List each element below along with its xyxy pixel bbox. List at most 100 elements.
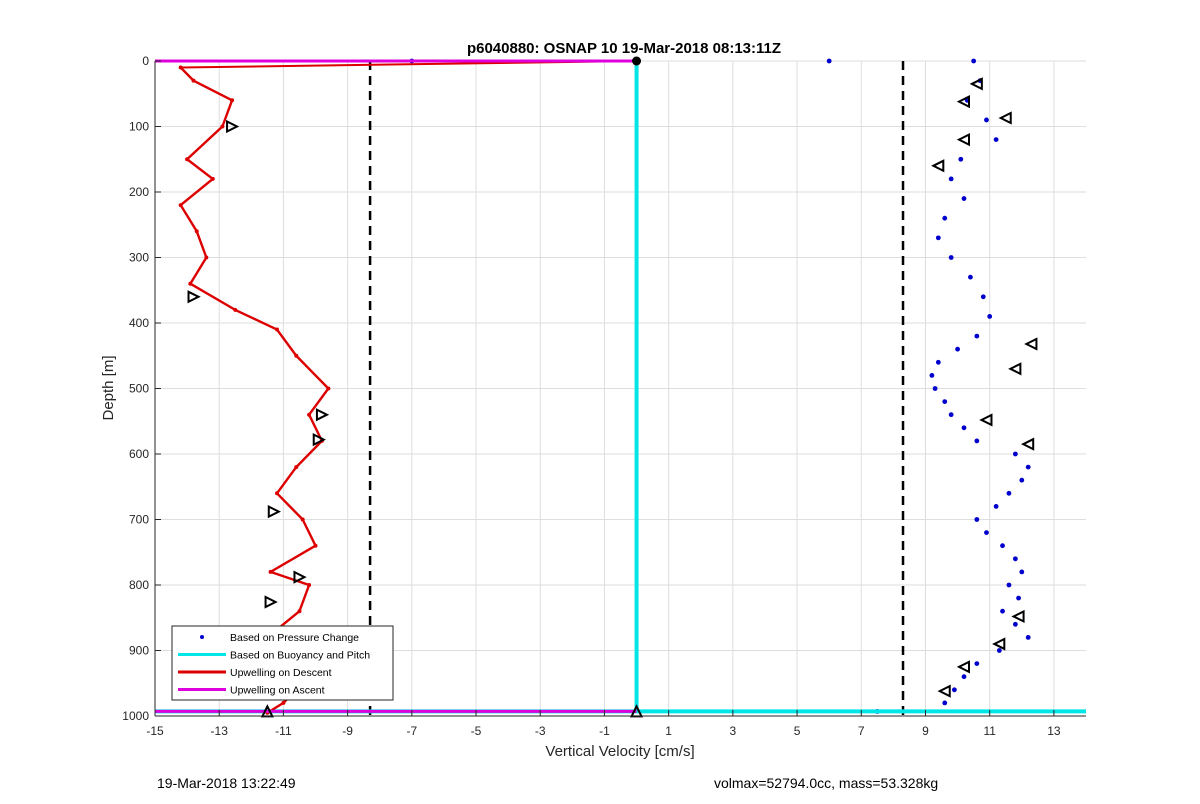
descent-point <box>204 255 209 260</box>
pressure-point <box>987 314 993 319</box>
legend-swatch <box>200 635 204 639</box>
descent-point <box>274 491 279 496</box>
footer-stats: volmax=52794.0cc, mass=53.328kg <box>714 775 939 791</box>
y-tick-label: 800 <box>129 578 149 592</box>
y-axis-label: Depth [m] <box>100 355 117 420</box>
x-tick-label: -9 <box>342 724 353 738</box>
pressure-point <box>1006 582 1012 588</box>
pressure-point <box>984 530 989 535</box>
x-tick-label: -13 <box>211 724 229 738</box>
descent-point <box>230 98 235 103</box>
pressure-point <box>942 399 948 404</box>
grid <box>154 60 1086 717</box>
legend-entry: Based on Buoyancy and Pitch <box>230 650 370 662</box>
pressure-point <box>1025 464 1031 470</box>
x-tick-label: -15 <box>146 724 164 738</box>
surface-marker <box>632 56 642 66</box>
x-tick-label: 5 <box>794 724 801 738</box>
ascent-marker <box>969 77 983 91</box>
ascent-marker <box>956 132 971 147</box>
reference-lines <box>368 61 905 716</box>
descent-point <box>188 281 193 286</box>
pressure-point <box>974 661 980 666</box>
pressure-point <box>968 274 973 280</box>
pressure-point <box>1019 477 1025 483</box>
y-tick-labels: 0 100 200 300 400 500 600 700 800 900 1000 <box>122 54 149 723</box>
ascent-marker <box>998 111 1012 125</box>
y-tick-label: 0 <box>142 54 149 68</box>
descent-point <box>185 157 190 162</box>
descent-point <box>274 327 279 332</box>
ascent-marker <box>1024 337 1038 351</box>
descent-point <box>326 386 331 391</box>
descent-point <box>294 353 299 358</box>
pressure-point <box>961 425 967 431</box>
pressure-point <box>1012 556 1018 562</box>
x-tick-label: 11 <box>983 724 996 738</box>
x-tick-label: 7 <box>858 724 865 738</box>
x-axis-label: Vertical Velocity [cm/s] <box>545 743 694 760</box>
pressure-point <box>1000 608 1005 614</box>
descent-point <box>178 65 183 70</box>
legend-box <box>171 625 394 701</box>
ascent-marker <box>931 159 945 173</box>
y-tick-label: 200 <box>129 185 149 199</box>
descent-marker <box>315 408 330 422</box>
pressure-point <box>948 412 954 418</box>
pressure-point <box>942 215 948 221</box>
ascent-marker <box>1011 609 1025 624</box>
descent-marker <box>264 595 278 609</box>
ascent-marker <box>979 413 993 427</box>
pressure-point <box>980 294 986 300</box>
x-tick-label: -1 <box>599 724 610 738</box>
axes <box>154 60 1086 717</box>
y-tick-label: 900 <box>129 644 149 658</box>
y-tick-label: 100 <box>129 120 149 134</box>
ascent-marker <box>992 637 1006 651</box>
descent-point <box>233 307 238 312</box>
ascent-marker <box>1020 437 1035 451</box>
pressure-point <box>1006 490 1012 496</box>
ascent-marker <box>937 684 951 698</box>
descent-point <box>307 412 312 417</box>
pressure-point <box>996 648 1002 653</box>
pressure-point <box>929 373 935 378</box>
descent-point <box>297 609 302 614</box>
legend-entry: Based on Pressure Change <box>230 632 359 644</box>
y-tick-label: 500 <box>129 382 149 396</box>
descent-point <box>194 229 199 234</box>
pressure-point <box>942 700 948 706</box>
x-tick-label: -11 <box>275 724 292 738</box>
ascent-marker <box>956 94 971 109</box>
pressure-point <box>1025 635 1031 640</box>
pressure-point <box>961 196 967 201</box>
pressure-point <box>993 504 999 509</box>
series-layer <box>155 58 1086 715</box>
pressure-point <box>1012 621 1018 627</box>
y-tick-label: 400 <box>129 316 149 330</box>
series-line <box>179 66 330 714</box>
x-tick-label: -3 <box>535 724 546 738</box>
descent-point <box>210 176 215 181</box>
marker-layer <box>187 56 1038 718</box>
pressure-point <box>951 687 957 693</box>
pressure-point <box>826 58 832 64</box>
y-tick-label: 1000 <box>122 709 149 723</box>
ascent-marker <box>956 660 971 674</box>
legend: Based on Pressure Change Based on Buoyanc… <box>171 625 394 701</box>
x-tick-labels: -15 -13 -11 -9 -7 -5 -3 -1 1 3 5 7 9 11 13 <box>146 724 1061 738</box>
legend-entry: Upwelling on Ascent <box>230 685 325 697</box>
y-tick-label: 600 <box>129 447 149 461</box>
pressure-point <box>984 117 989 123</box>
descent-marker <box>312 432 326 447</box>
y-tick-label: 300 <box>129 251 149 265</box>
x-tick-label: -7 <box>406 724 417 738</box>
pressure-point <box>1019 569 1025 575</box>
descent-point <box>191 78 196 83</box>
descent-point <box>313 543 318 548</box>
descent-marker <box>267 505 282 519</box>
pressure-point <box>974 333 980 339</box>
descent-marker <box>226 119 240 134</box>
descent-point <box>178 203 183 208</box>
